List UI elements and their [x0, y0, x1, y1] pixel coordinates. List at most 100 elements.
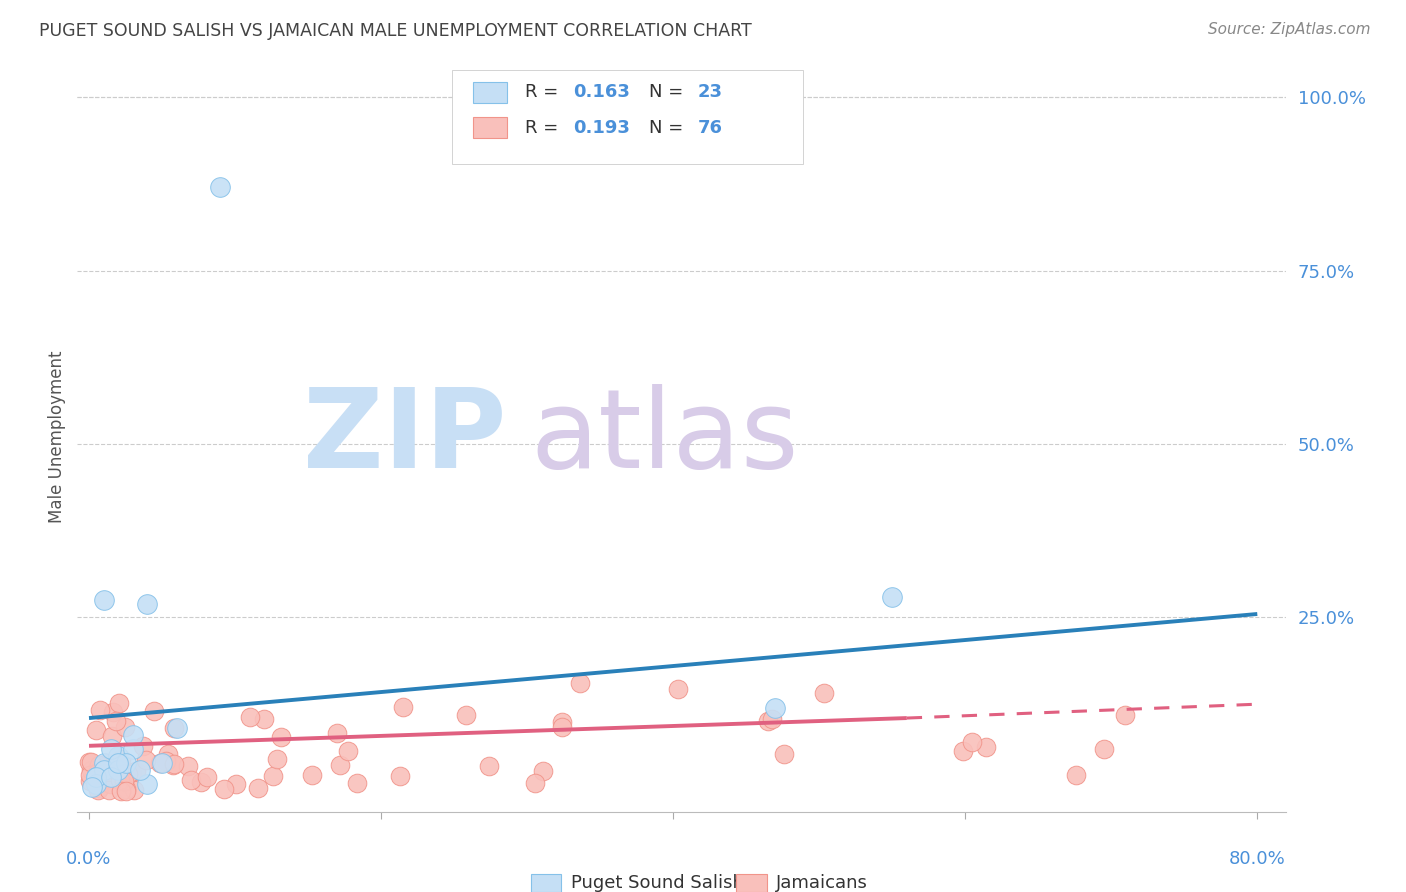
Point: [533, 764, 555, 778]
Point: [329, 758, 352, 772]
Point: [1066, 768, 1088, 782]
Point: [238, 710, 260, 724]
Point: [813, 686, 835, 700]
Point: [86, 777, 108, 791]
Point: [93, 756, 115, 771]
Text: 80.0%: 80.0%: [1229, 850, 1285, 868]
FancyBboxPatch shape: [453, 70, 803, 163]
Point: [87, 781, 110, 796]
Point: [100, 777, 122, 791]
Point: [79, 774, 101, 789]
Text: 23: 23: [697, 84, 723, 102]
Point: [96, 756, 118, 770]
Point: [136, 597, 159, 611]
Point: [209, 180, 232, 194]
Point: [101, 705, 124, 719]
Point: [389, 769, 412, 783]
Point: [89, 703, 111, 717]
Point: [337, 744, 360, 758]
FancyBboxPatch shape: [737, 873, 766, 892]
Point: [773, 747, 796, 761]
Point: [882, 590, 904, 604]
Text: Puget Sound Salish: Puget Sound Salish: [571, 874, 744, 892]
Point: [763, 700, 786, 714]
Point: [125, 764, 148, 779]
Point: [150, 756, 173, 771]
Point: [135, 753, 157, 767]
Point: [86, 770, 108, 784]
Point: [110, 784, 132, 798]
Point: [98, 783, 121, 797]
Point: [960, 735, 983, 749]
FancyBboxPatch shape: [472, 82, 506, 103]
Text: 0.0%: 0.0%: [66, 850, 111, 868]
Text: Jamaicans: Jamaicans: [776, 874, 868, 892]
Point: [136, 777, 159, 791]
Text: R =: R =: [524, 119, 564, 136]
Y-axis label: Male Unemployment: Male Unemployment: [48, 351, 66, 524]
Point: [100, 770, 122, 784]
Point: [761, 712, 783, 726]
Point: [163, 757, 186, 772]
Text: R =: R =: [524, 84, 564, 102]
Point: [195, 770, 218, 784]
Point: [77, 756, 100, 770]
Point: [454, 708, 477, 723]
Point: [93, 593, 115, 607]
Point: [93, 763, 115, 777]
Point: [162, 758, 184, 772]
Point: [86, 782, 108, 797]
Point: [270, 730, 292, 744]
FancyBboxPatch shape: [472, 117, 506, 138]
Point: [326, 726, 349, 740]
Text: ZIP: ZIP: [304, 384, 506, 491]
Point: [115, 781, 138, 796]
Point: [121, 728, 143, 742]
Point: [101, 729, 124, 743]
Text: PUGET SOUND SALISH VS JAMAICAN MALE UNEMPLOYMENT CORRELATION CHART: PUGET SOUND SALISH VS JAMAICAN MALE UNEM…: [39, 22, 752, 40]
Point: [266, 752, 288, 766]
Text: 0.163: 0.163: [574, 84, 630, 102]
Text: Source: ZipAtlas.com: Source: ZipAtlas.com: [1208, 22, 1371, 37]
Point: [122, 783, 145, 797]
Point: [114, 783, 136, 797]
Point: [149, 756, 172, 770]
Point: [107, 756, 129, 771]
Point: [114, 756, 136, 771]
Point: [80, 780, 103, 795]
Point: [129, 763, 152, 777]
Point: [478, 759, 501, 773]
Point: [108, 773, 131, 788]
Point: [100, 742, 122, 756]
Point: [253, 712, 276, 726]
Point: [225, 777, 247, 791]
Point: [156, 747, 179, 762]
Point: [79, 767, 101, 781]
Point: [246, 780, 269, 795]
Point: [105, 714, 128, 728]
Point: [551, 720, 574, 734]
Point: [756, 714, 779, 728]
Point: [301, 767, 323, 781]
Text: N =: N =: [650, 84, 689, 102]
Point: [107, 763, 129, 777]
Point: [112, 774, 135, 789]
Text: 76: 76: [697, 119, 723, 136]
Point: [568, 676, 591, 690]
Point: [952, 744, 974, 758]
Point: [84, 723, 107, 737]
Point: [180, 773, 202, 788]
Point: [121, 742, 143, 756]
Point: [108, 696, 131, 710]
Point: [121, 765, 143, 780]
Point: [155, 754, 177, 768]
Point: [666, 681, 689, 696]
Point: [80, 764, 103, 778]
Point: [97, 760, 120, 774]
Text: N =: N =: [650, 119, 689, 136]
Point: [976, 739, 998, 754]
Point: [551, 714, 574, 729]
Point: [89, 758, 111, 772]
Point: [86, 770, 108, 784]
Point: [262, 769, 284, 783]
